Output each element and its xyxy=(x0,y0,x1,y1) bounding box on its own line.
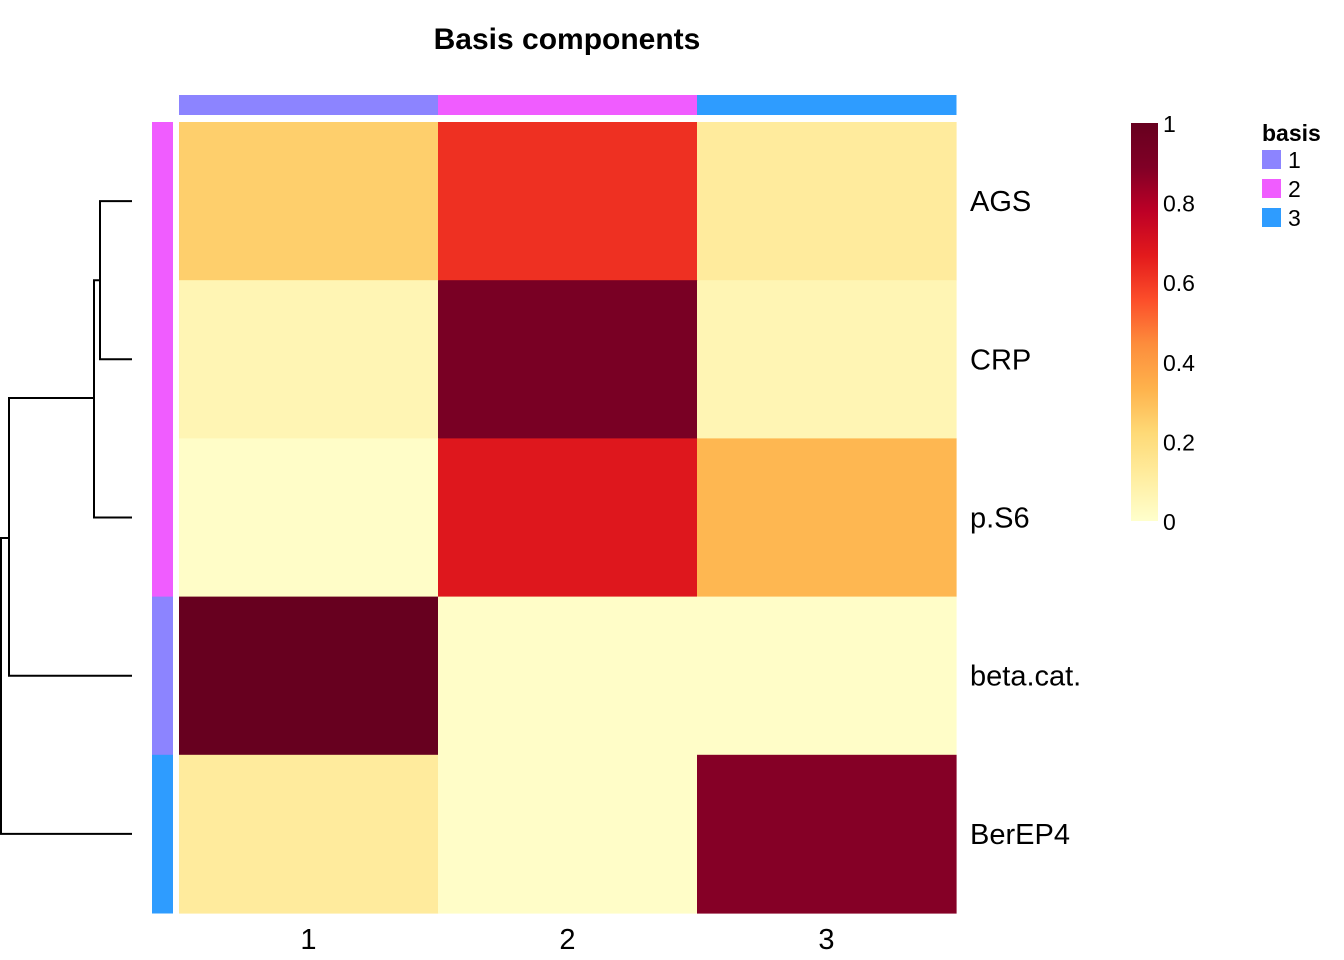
heatmap-cell xyxy=(697,596,957,756)
legend-label: 1 xyxy=(1288,147,1301,173)
colorbar-tick-label: 1 xyxy=(1163,111,1176,137)
dendrogram-branch xyxy=(99,200,132,361)
column-annotation-cell xyxy=(697,95,957,115)
row-label: BerEP4 xyxy=(970,819,1070,851)
row-annotation-bar xyxy=(152,122,173,914)
colorbar-tick-label: 0.2 xyxy=(1163,429,1195,455)
row-annotation-cell xyxy=(152,438,173,598)
legend-title: basis xyxy=(1262,120,1321,146)
row-label: beta.cat. xyxy=(970,661,1081,693)
row-label: AGS xyxy=(970,186,1031,218)
heatmap-cell xyxy=(438,122,698,281)
chart-title: Basis components xyxy=(434,23,701,56)
colorbar-tick-label: 0 xyxy=(1163,509,1176,535)
basis-legend: basis 1 2 3 xyxy=(1262,120,1321,231)
heatmap-cells xyxy=(179,122,957,914)
legend-label: 2 xyxy=(1288,176,1301,202)
heatmap-cell xyxy=(179,280,439,439)
colorbar-gradient xyxy=(1131,123,1158,521)
heatmap-cell xyxy=(697,438,957,598)
row-dendrogram xyxy=(0,200,132,835)
heatmap-cell xyxy=(697,754,957,914)
heatmap-cell xyxy=(697,280,957,439)
heatmap-cell xyxy=(179,122,439,281)
column-annotation-bar xyxy=(179,95,957,115)
legend-label: 3 xyxy=(1288,205,1301,231)
legend-swatch xyxy=(1262,208,1281,227)
heatmap-cell xyxy=(438,438,698,598)
column-annotation-cell xyxy=(179,95,439,115)
colorbar-tick-labels: 0 0.2 0.4 0.6 0.8 1 xyxy=(1163,111,1195,535)
heatmap-cell xyxy=(179,438,439,598)
heatmap-cell xyxy=(438,280,698,439)
heatmap-cell xyxy=(438,596,698,756)
legend-swatch xyxy=(1262,179,1281,198)
column-label: 3 xyxy=(818,924,834,956)
row-label: CRP xyxy=(970,344,1031,376)
column-annotation-cell xyxy=(438,95,698,115)
dendrogram-branch xyxy=(8,397,132,677)
heatmap-cell xyxy=(179,754,439,914)
row-label: p.S6 xyxy=(970,503,1030,535)
row-annotation-cell xyxy=(152,122,173,281)
row-annotation-cell xyxy=(152,280,173,439)
colorbar-tick-label: 0.8 xyxy=(1163,191,1195,217)
legend-swatch xyxy=(1262,150,1281,169)
dendrogram-branch xyxy=(0,537,132,835)
column-label: 2 xyxy=(559,924,575,956)
row-annotation-cell xyxy=(152,754,173,914)
heatmap-cell xyxy=(438,754,698,914)
column-labels: 1 2 3 xyxy=(300,924,834,956)
heatmap-cell xyxy=(179,596,439,756)
row-annotation-cell xyxy=(152,596,173,756)
column-label: 1 xyxy=(300,924,316,956)
colorbar-tick-label: 0.4 xyxy=(1163,350,1195,376)
heatmap-cell xyxy=(697,122,957,281)
colorbar xyxy=(1131,123,1158,521)
colorbar-tick-label: 0.6 xyxy=(1163,270,1195,296)
row-labels: AGS CRP p.S6 beta.cat. BerEP4 xyxy=(970,186,1081,851)
